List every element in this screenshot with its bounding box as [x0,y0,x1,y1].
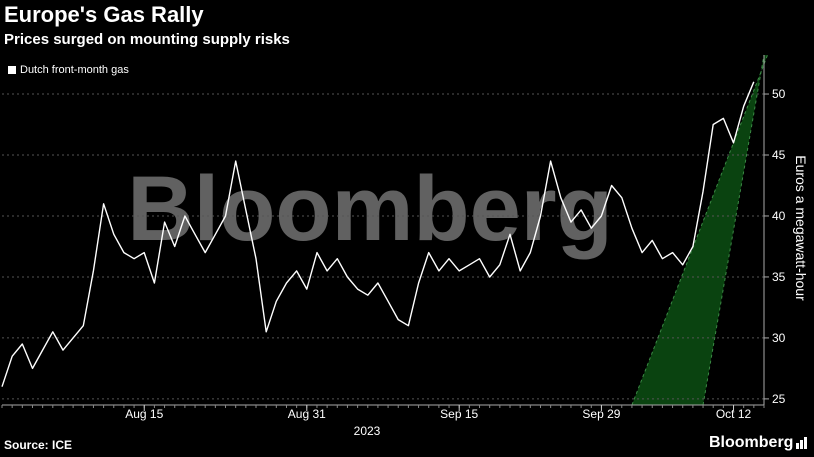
y-tick-label: 40 [772,209,786,223]
x-tick-label: Aug 15 [125,407,163,421]
series-line-dutch-gas [1,81,755,387]
chart-title: Europe's Gas Rally [4,2,204,27]
x-tick-label: Oct 12 [716,407,752,421]
brand-text: Bloomberg [709,434,794,451]
x-tick-label: Sep 15 [440,407,478,421]
brand-bars-icon [796,437,808,449]
x-tick-label: Aug 31 [288,407,326,421]
y-tick-label: 50 [772,87,786,101]
legend-swatch [8,66,16,74]
y-tick-label: 25 [772,392,786,406]
highlight-band [631,55,768,405]
watermark-text: Bloomberg [127,158,613,260]
y-tick-label: 30 [772,331,786,345]
y-tick-label: 45 [772,148,786,162]
x-tick-label: Sep 29 [582,407,620,421]
brand-logo: Bloomberg [709,434,808,452]
x-axis-year-label: 2023 [354,424,381,438]
legend: Dutch front-month gas [8,64,129,76]
band-upper-edge [702,54,765,406]
y-tick-label: 35 [772,270,786,284]
y-axis-label: Euros a megawatt-hour [793,155,809,301]
legend-label: Dutch front-month gas [20,64,129,76]
source-note: Source: ICE [4,438,73,452]
chart-subtitle: Prices surged on mounting supply risks [4,31,290,48]
band-lower-edge [631,54,769,406]
